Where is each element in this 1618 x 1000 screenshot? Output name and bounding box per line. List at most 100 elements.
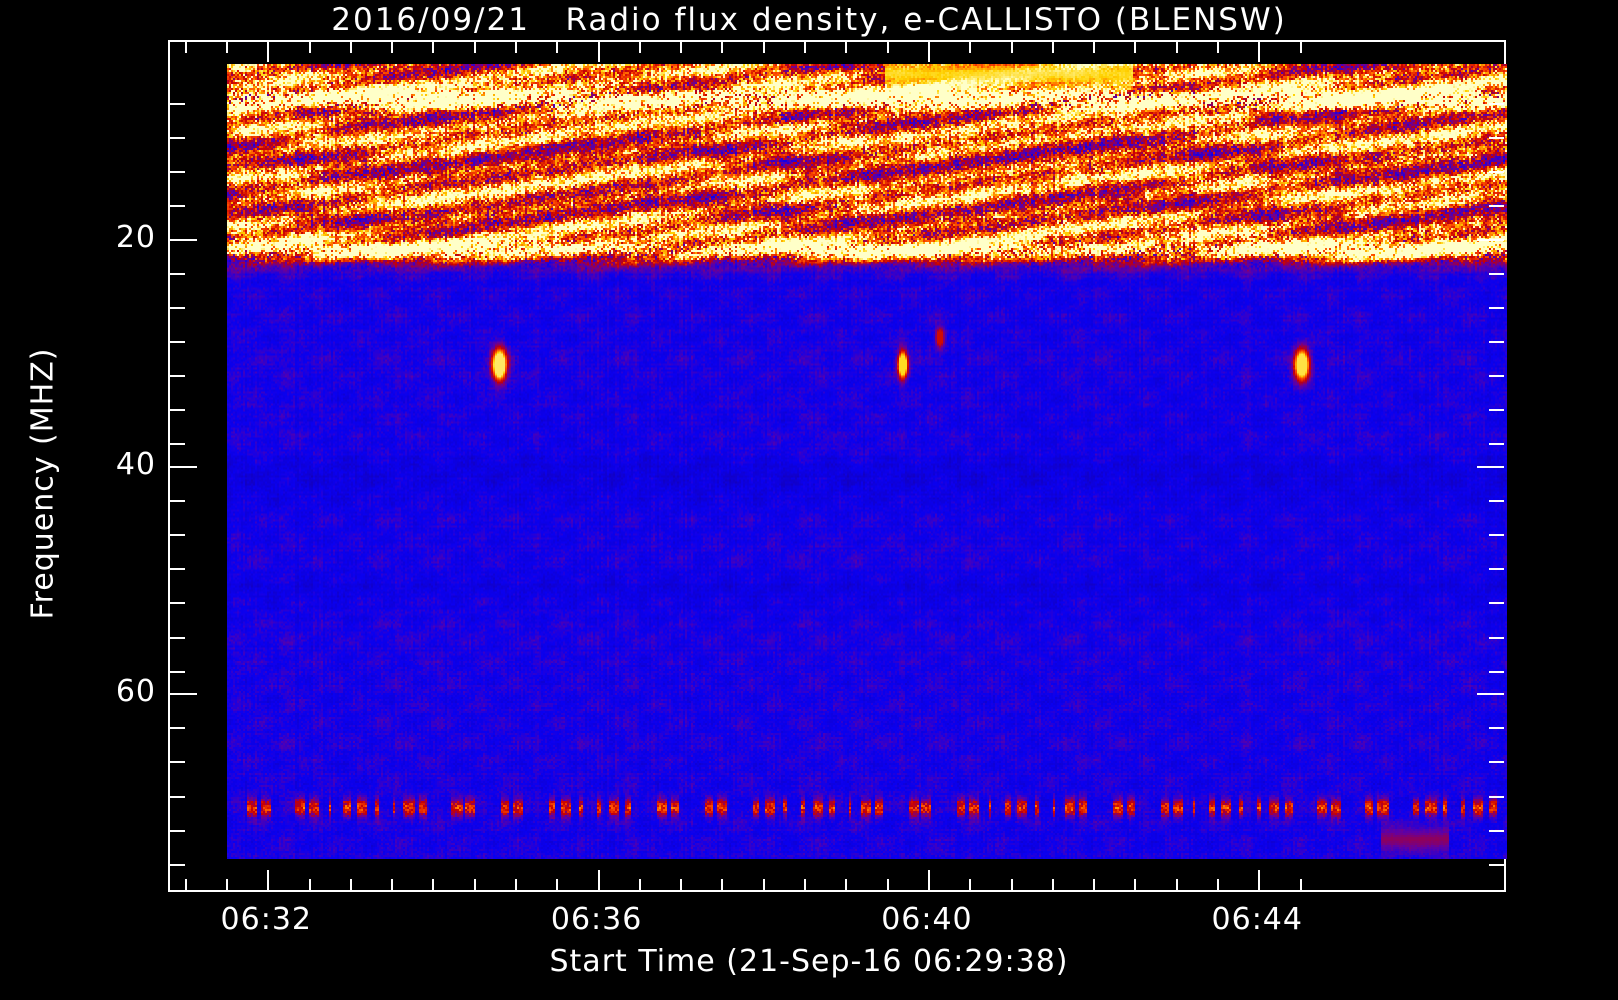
x-tick-minor [969,42,972,53]
x-tick-minor [762,879,765,890]
y-tick-minor [1489,670,1504,673]
y-tick-label: 20 [115,220,156,256]
y-tick-minor [170,341,185,344]
y-tick-label: 40 [115,447,156,483]
y-tick-minor [1489,136,1504,139]
x-tick-minor [804,42,807,53]
x-tick-minor [349,42,352,53]
y-axis-title: Frequency (MHZ) [25,347,61,620]
y-tick-minor [170,761,185,764]
y-tick-minor [170,534,185,537]
y-tick-minor [170,727,185,730]
x-tick-minor [432,879,435,890]
y-tick-minor [1489,829,1504,832]
x-tick-minor [1093,42,1096,53]
y-tick-minor [1489,102,1504,105]
y-tick-major [170,239,197,242]
y-tick-minor [170,443,185,446]
y-tick-minor [1489,341,1504,344]
x-tick-minor [1051,42,1054,53]
y-tick-minor [1489,795,1504,798]
x-tick-major [927,870,930,890]
x-tick-minor [969,879,972,890]
x-tick-minor [1093,879,1096,890]
x-axis-title: Start Time (21-Sep-16 06:29:38) [549,944,1069,979]
x-tick-label: 06:32 [220,902,313,937]
x-tick-major [1258,870,1261,890]
y-tick-minor [170,863,185,866]
spectrogram-canvas [227,64,1507,859]
x-tick-minor [391,42,394,53]
x-tick-minor [515,879,518,890]
x-tick-minor [349,879,352,890]
x-tick-minor [638,879,641,890]
y-tick-minor [170,170,185,173]
x-tick-minor [680,42,683,53]
x-tick-minor [886,42,889,53]
x-tick-minor [1134,42,1137,53]
y-tick-minor [170,602,185,605]
x-tick-minor [1134,879,1137,890]
x-tick-minor [556,879,559,890]
y-tick-minor [1489,443,1504,446]
x-tick-minor [1216,879,1219,890]
y-tick-minor [170,409,185,412]
y-tick-minor [1489,170,1504,173]
y-tick-major [1477,466,1504,469]
y-tick-minor [1489,727,1504,730]
x-tick-minor [556,42,559,53]
y-tick-minor [1489,375,1504,378]
y-tick-minor [170,500,185,503]
x-tick-minor [184,879,187,890]
x-tick-minor [473,42,476,53]
x-tick-minor [804,879,807,890]
y-tick-minor [1489,204,1504,207]
x-tick-minor [184,42,187,53]
y-tick-minor [170,636,185,639]
y-tick-minor [170,136,185,139]
y-tick-minor [1489,863,1504,866]
y-tick-minor [170,273,185,276]
plot-frame [168,40,1507,892]
y-tick-minor [1489,534,1504,537]
y-tick-major [1477,693,1504,696]
y-tick-minor [1489,273,1504,276]
x-tick-minor [1010,879,1013,890]
y-tick-major [170,693,197,696]
y-tick-minor [170,375,185,378]
y-tick-minor [1489,500,1504,503]
x-tick-major [927,42,930,62]
x-tick-minor [1216,42,1219,53]
x-tick-minor [226,879,228,890]
y-tick-major [170,466,197,469]
y-tick-minor [1489,602,1504,605]
x-tick-minor [1299,879,1302,890]
y-tick-minor [1489,307,1504,310]
figure-title: 2016/09/21 Radio flux density, e-CALLIST… [331,2,1287,38]
x-tick-minor [308,42,311,53]
x-tick-minor [845,879,848,890]
x-tick-minor [638,42,641,53]
y-tick-minor [1489,636,1504,639]
x-tick-major [597,42,600,62]
y-tick-label: 60 [115,674,156,710]
x-tick-label: 06:40 [881,902,973,937]
x-tick-minor [1175,879,1178,890]
x-tick-minor [680,879,683,890]
x-tick-minor [226,42,228,53]
x-tick-minor [432,42,435,53]
y-tick-minor [170,795,185,798]
x-tick-minor [473,879,476,890]
x-tick-minor [515,42,518,53]
spectrogram-image [227,64,1507,859]
y-tick-major [1477,239,1504,242]
y-tick-minor [1489,761,1504,764]
y-tick-minor [170,829,185,832]
x-tick-major [267,42,270,62]
x-tick-minor [308,879,311,890]
x-tick-minor [1175,42,1178,53]
x-tick-label: 06:44 [1211,902,1303,937]
x-tick-major [267,870,270,890]
x-tick-major [1258,42,1261,62]
